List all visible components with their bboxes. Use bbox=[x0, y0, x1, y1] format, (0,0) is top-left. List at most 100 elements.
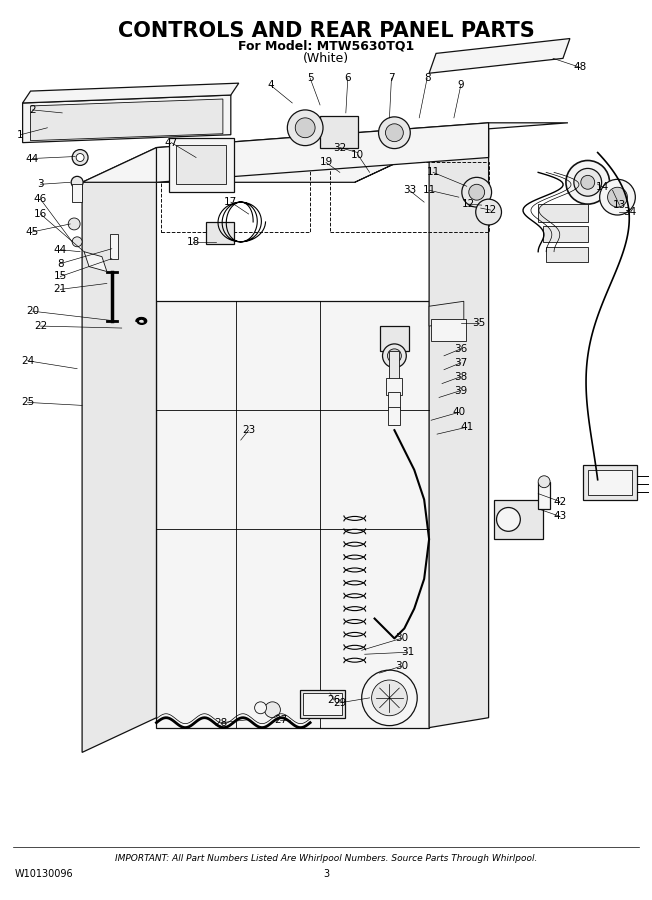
Bar bbox=[206, 222, 234, 244]
Circle shape bbox=[72, 237, 82, 247]
Text: 31: 31 bbox=[401, 647, 414, 657]
Text: 18: 18 bbox=[186, 237, 200, 247]
Text: 39: 39 bbox=[454, 385, 467, 395]
Text: 1: 1 bbox=[18, 130, 24, 140]
Text: 41: 41 bbox=[460, 422, 473, 432]
Text: 28: 28 bbox=[215, 717, 228, 728]
Text: 40: 40 bbox=[452, 408, 466, 418]
Circle shape bbox=[68, 218, 80, 230]
Text: 27: 27 bbox=[274, 715, 287, 724]
Text: 35: 35 bbox=[472, 318, 485, 328]
Text: 44: 44 bbox=[26, 154, 39, 164]
Circle shape bbox=[608, 187, 627, 207]
Text: IMPORTANT: All Part Numbers Listed Are Whirlpool Numbers. Source Parts Through W: IMPORTANT: All Part Numbers Listed Are W… bbox=[115, 854, 537, 863]
Text: 15: 15 bbox=[53, 272, 67, 282]
Text: 6: 6 bbox=[344, 73, 351, 83]
Circle shape bbox=[476, 199, 501, 225]
Bar bbox=[389, 392, 400, 410]
Bar bbox=[538, 204, 587, 222]
Text: 3: 3 bbox=[37, 179, 44, 189]
Text: 29: 29 bbox=[333, 698, 346, 707]
Text: 23: 23 bbox=[242, 425, 256, 436]
Text: 37: 37 bbox=[454, 357, 467, 368]
Text: 12: 12 bbox=[484, 205, 497, 215]
Circle shape bbox=[383, 344, 406, 368]
Text: 46: 46 bbox=[34, 194, 47, 204]
Bar bbox=[587, 470, 632, 495]
Polygon shape bbox=[82, 148, 156, 752]
Text: 25: 25 bbox=[21, 398, 34, 408]
Circle shape bbox=[362, 670, 417, 725]
Bar bbox=[176, 145, 226, 184]
Text: 17: 17 bbox=[224, 197, 237, 207]
Circle shape bbox=[581, 176, 595, 189]
Circle shape bbox=[497, 508, 520, 531]
Circle shape bbox=[72, 149, 88, 166]
Circle shape bbox=[469, 184, 484, 200]
Polygon shape bbox=[429, 39, 570, 73]
Text: 3: 3 bbox=[323, 869, 329, 879]
Circle shape bbox=[295, 118, 315, 138]
Circle shape bbox=[71, 176, 83, 188]
Text: (White): (White) bbox=[303, 52, 349, 65]
Text: CONTROLS AND REAR PANEL PARTS: CONTROLS AND REAR PANEL PARTS bbox=[117, 21, 535, 40]
Bar bbox=[389, 351, 400, 381]
Text: 20: 20 bbox=[26, 306, 39, 316]
Bar bbox=[110, 234, 118, 258]
Text: 7: 7 bbox=[388, 73, 394, 83]
Circle shape bbox=[574, 168, 602, 196]
Text: 2: 2 bbox=[29, 105, 36, 115]
Polygon shape bbox=[84, 252, 107, 272]
Text: 36: 36 bbox=[454, 344, 467, 354]
Text: 11: 11 bbox=[422, 185, 436, 195]
Polygon shape bbox=[156, 122, 568, 148]
Text: 24: 24 bbox=[21, 356, 34, 365]
Polygon shape bbox=[31, 99, 223, 140]
Bar bbox=[170, 138, 234, 193]
Circle shape bbox=[372, 680, 408, 716]
Polygon shape bbox=[23, 95, 231, 142]
Text: 34: 34 bbox=[623, 207, 636, 217]
Circle shape bbox=[385, 124, 404, 141]
Circle shape bbox=[255, 702, 267, 714]
Bar bbox=[538, 482, 550, 509]
Circle shape bbox=[288, 110, 323, 146]
Text: 33: 33 bbox=[403, 185, 416, 195]
Polygon shape bbox=[429, 122, 488, 727]
Polygon shape bbox=[156, 122, 488, 183]
Polygon shape bbox=[82, 148, 429, 183]
Circle shape bbox=[387, 349, 402, 363]
Text: 44: 44 bbox=[53, 245, 67, 255]
Polygon shape bbox=[23, 83, 239, 103]
Bar bbox=[303, 693, 342, 715]
Bar bbox=[543, 226, 587, 242]
Circle shape bbox=[600, 179, 635, 215]
Bar bbox=[162, 153, 310, 232]
Text: 32: 32 bbox=[333, 142, 346, 153]
Text: 19: 19 bbox=[319, 158, 333, 167]
Bar bbox=[72, 184, 82, 202]
Circle shape bbox=[538, 476, 550, 488]
Text: 45: 45 bbox=[26, 227, 39, 237]
Bar bbox=[546, 247, 587, 262]
Text: 11: 11 bbox=[426, 167, 439, 177]
Bar bbox=[494, 500, 543, 539]
Polygon shape bbox=[355, 122, 488, 183]
Text: 9: 9 bbox=[458, 80, 464, 90]
Text: 47: 47 bbox=[165, 138, 178, 148]
Circle shape bbox=[379, 117, 410, 148]
Bar bbox=[379, 326, 409, 351]
Text: 10: 10 bbox=[351, 149, 364, 159]
Text: 43: 43 bbox=[554, 511, 567, 521]
Bar bbox=[300, 690, 345, 717]
Circle shape bbox=[462, 177, 492, 207]
Text: 5: 5 bbox=[307, 73, 314, 83]
Circle shape bbox=[76, 154, 84, 161]
Polygon shape bbox=[429, 302, 464, 326]
Text: 4: 4 bbox=[267, 80, 274, 90]
Text: 42: 42 bbox=[554, 497, 567, 507]
Bar bbox=[583, 465, 637, 500]
Text: W10130096: W10130096 bbox=[15, 869, 73, 879]
Text: 38: 38 bbox=[454, 372, 467, 382]
Text: 22: 22 bbox=[34, 321, 47, 331]
